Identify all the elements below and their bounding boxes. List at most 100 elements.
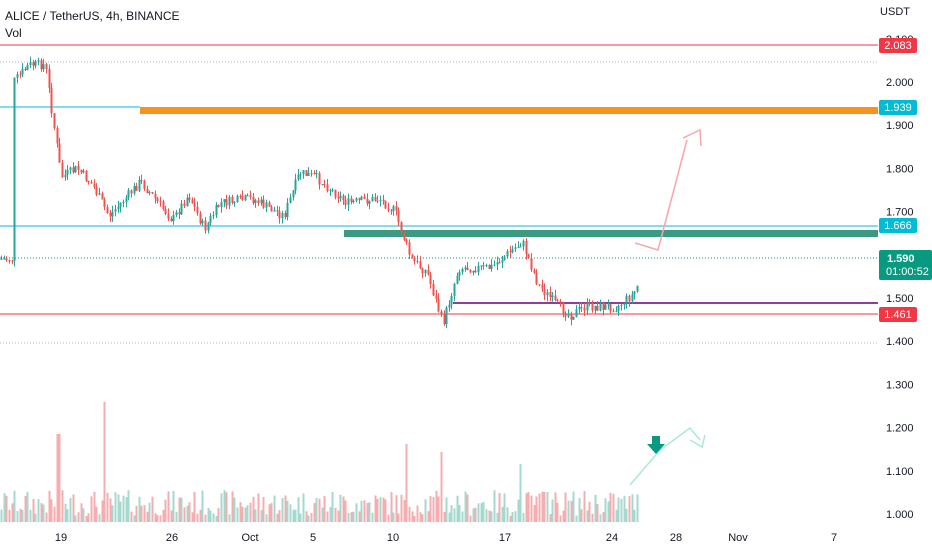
- time-scale[interactable]: 19 26 Oct 5 10 17 24 28 Nov 7: [55, 532, 837, 544]
- volume-bar: [623, 495, 626, 522]
- candle-body: [42, 64, 45, 70]
- volume-bar: [514, 511, 517, 522]
- candle-body: [458, 272, 461, 276]
- volume-bar: [506, 507, 509, 522]
- projection-path-price[interactable]: [634, 139, 688, 251]
- volume-bar: [427, 511, 430, 522]
- volume-bar: [453, 508, 456, 522]
- volume-bar: [281, 498, 284, 522]
- volume-bar: [212, 513, 215, 522]
- volume-bar: [246, 505, 249, 522]
- price-tick-label: 1.500: [886, 293, 914, 305]
- candle-body: [40, 60, 43, 70]
- volume-bar: [376, 498, 379, 522]
- volume-bar: [633, 509, 636, 522]
- projection-path-volume[interactable]: [629, 426, 701, 486]
- candle-body: [360, 196, 363, 200]
- volume-bar: [40, 503, 43, 522]
- price-label-top-red: 2.083: [879, 38, 917, 53]
- candle-body: [72, 167, 75, 173]
- volume-bar: [344, 500, 347, 522]
- volume-bar: [549, 514, 552, 522]
- projection-arrowhead-price: [682, 128, 702, 147]
- volume-bar: [72, 494, 75, 522]
- volume-bar: [527, 492, 530, 522]
- volume-bar: [525, 493, 528, 522]
- volume-bar: [511, 512, 514, 522]
- time-tick-label: 19: [55, 532, 67, 544]
- volume-bar: [321, 507, 324, 522]
- candle-body: [496, 262, 499, 265]
- candle-body: [66, 169, 69, 175]
- candle-body: [148, 192, 151, 194]
- volume-bar: [503, 493, 506, 522]
- candle-body: [466, 267, 469, 271]
- candle-body: [156, 198, 159, 202]
- time-tick-label: 17: [499, 532, 511, 544]
- volume-bar: [556, 502, 559, 522]
- volume-bar: [180, 497, 183, 522]
- teal-resistance-zone[interactable]: [344, 230, 878, 237]
- volume-bar: [477, 503, 480, 522]
- time-tick-label: 24: [606, 532, 618, 544]
- candle-body: [201, 220, 204, 224]
- candle-body: [172, 215, 175, 222]
- candle-body: [209, 216, 212, 223]
- candle-body: [125, 197, 128, 203]
- volume-bar: [42, 504, 45, 522]
- volume-bar: [387, 514, 390, 522]
- candle-body: [164, 208, 167, 215]
- volume-bar: [286, 500, 289, 522]
- candle-body: [562, 302, 565, 314]
- orange-resistance-zone[interactable]: [140, 107, 878, 114]
- candle-body: [445, 307, 448, 325]
- volume-bar: [339, 494, 342, 522]
- volume-bar: [591, 513, 594, 522]
- volume-bar: [541, 491, 544, 522]
- candle-body: [228, 196, 231, 206]
- volume-bar: [424, 499, 427, 522]
- volume-bar: [130, 511, 133, 522]
- candle-body: [146, 189, 149, 193]
- volume-bar: [570, 500, 573, 522]
- volume-bar: [64, 503, 67, 522]
- volume-bar: [572, 491, 575, 522]
- candle-body: [82, 170, 85, 173]
- volume-bar: [538, 493, 541, 522]
- volume-bar: [191, 512, 194, 522]
- candle-body: [615, 310, 618, 312]
- volume-bar: [429, 496, 432, 522]
- volume-bar: [379, 497, 382, 522]
- price-label-orange: 1.939: [879, 100, 917, 115]
- candle-body: [397, 210, 400, 223]
- candle-body: [588, 302, 591, 304]
- volume-bar: [329, 507, 332, 522]
- time-tick-label: 28: [670, 532, 682, 544]
- volume-bar: [93, 491, 96, 522]
- volume-bar: [101, 500, 104, 522]
- candle-body: [607, 304, 610, 306]
- volume-bar: [117, 494, 120, 522]
- candle-body: [313, 173, 316, 175]
- volume-bar: [186, 505, 189, 522]
- volume-bar: [135, 505, 138, 522]
- candle-body: [525, 240, 528, 254]
- time-tick-label: 7: [831, 532, 837, 544]
- price-label-support-red: 1.461: [879, 307, 917, 322]
- volume-bar: [236, 507, 239, 522]
- candle-body: [376, 200, 379, 202]
- candle-body: [170, 218, 173, 222]
- volume-bar: [302, 493, 305, 522]
- candle-body: [276, 210, 279, 212]
- candle-body: [554, 295, 557, 300]
- candle-body: [514, 247, 517, 249]
- svg-text:1.666: 1.666: [884, 220, 912, 232]
- volume-bar: [268, 504, 271, 522]
- candle-body: [252, 196, 255, 204]
- volume-bar: [156, 515, 159, 522]
- candle-body: [435, 295, 438, 299]
- candle-body: [90, 182, 93, 184]
- volume-bar: [159, 515, 162, 522]
- candle-body: [0, 259, 3, 261]
